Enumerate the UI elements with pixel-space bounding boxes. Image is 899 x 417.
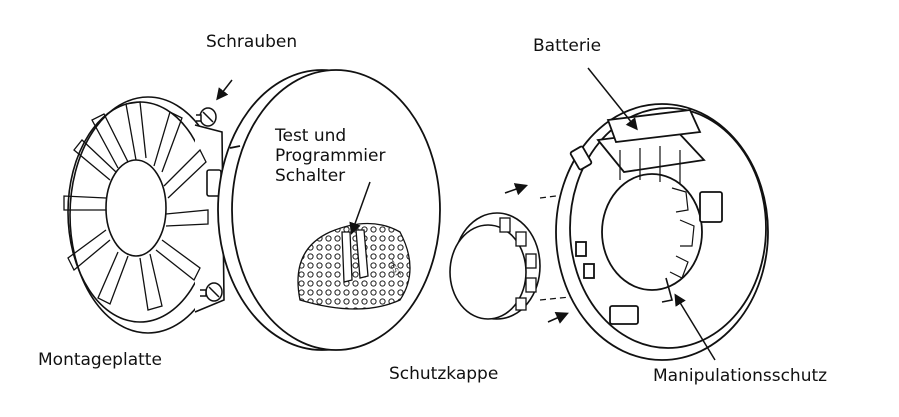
label-manipulationsschutz: Manipulationsschutz [653,366,828,386]
base-unit [555,103,769,361]
protective-cap [449,212,541,320]
mounting-plate [63,96,227,334]
screw-bottom [200,282,223,302]
label-schutzkappe: Schutzkappe [389,364,499,384]
label-test-programmier-schalter: Test und Programmier Schalter [275,126,415,186]
label-test-line-2: Programmier [275,146,386,166]
detector-cover: TEST [217,69,441,351]
label-test-line-3: Schalter [275,166,346,186]
screw-top [196,107,217,127]
label-test-line-1: Test und [275,126,347,146]
label-batterie: Batterie [533,36,602,56]
label-schrauben: Schrauben [206,32,298,52]
label-montageplatte: Montageplatte [38,350,162,370]
